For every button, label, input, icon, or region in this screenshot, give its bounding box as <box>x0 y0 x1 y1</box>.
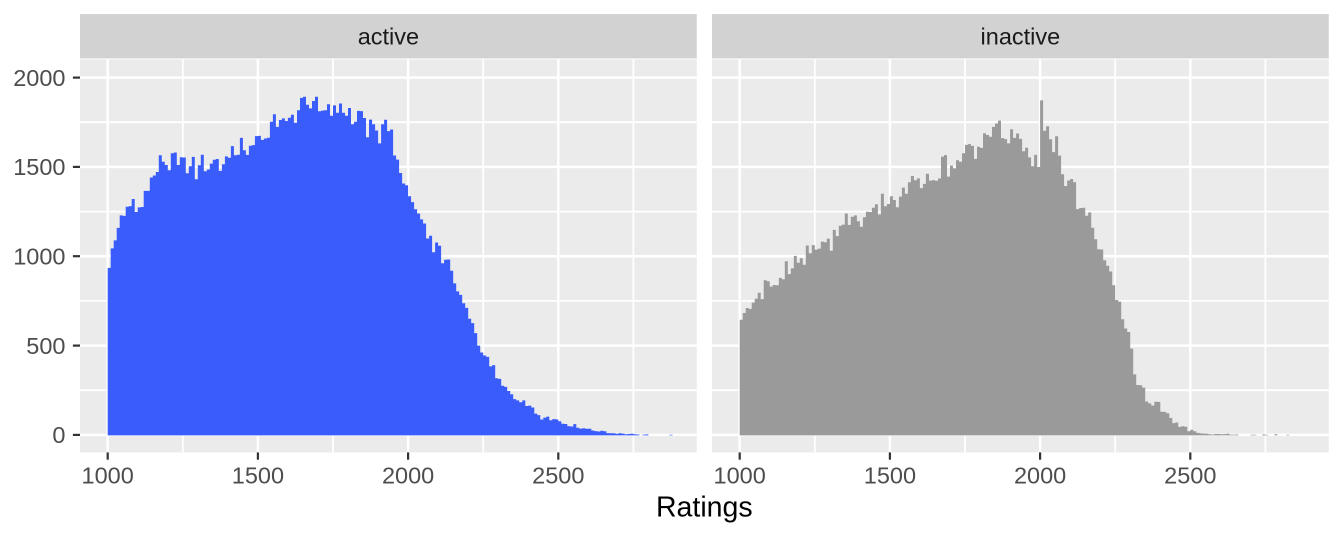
svg-text:2500: 2500 <box>1164 462 1216 488</box>
svg-text:1000: 1000 <box>714 462 766 488</box>
svg-text:inactive: inactive <box>981 23 1061 49</box>
svg-text:2500: 2500 <box>532 462 584 488</box>
svg-text:1500: 1500 <box>13 154 65 180</box>
svg-text:1500: 1500 <box>864 462 916 488</box>
svg-text:active: active <box>358 23 419 49</box>
svg-text:500: 500 <box>26 333 65 359</box>
svg-text:1000: 1000 <box>13 243 65 269</box>
svg-text:0: 0 <box>52 422 65 448</box>
svg-text:2000: 2000 <box>1014 462 1066 488</box>
svg-text:2000: 2000 <box>13 65 65 91</box>
svg-text:2000: 2000 <box>382 462 434 488</box>
svg-text:1500: 1500 <box>232 462 284 488</box>
svg-text:Ratings: Ratings <box>656 491 753 523</box>
svg-text:1000: 1000 <box>82 462 134 488</box>
